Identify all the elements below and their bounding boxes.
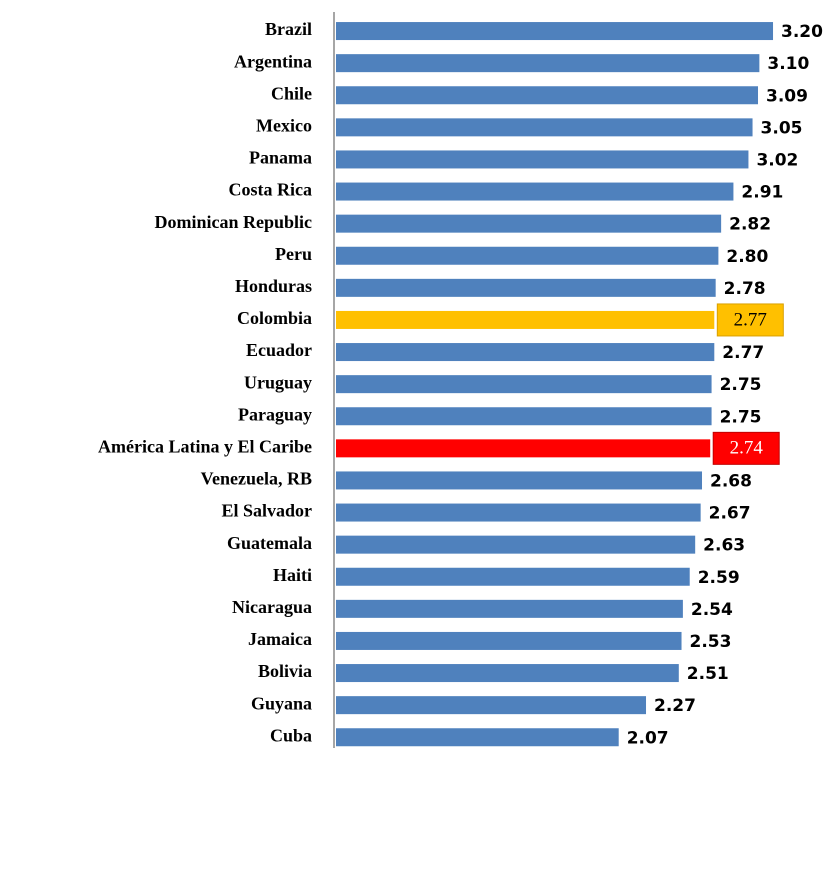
bar bbox=[336, 696, 647, 715]
category-label: Jamaica bbox=[248, 629, 312, 649]
category-label: América Latina y El Caribe bbox=[98, 436, 312, 456]
bar bbox=[336, 375, 712, 394]
category-label: Chile bbox=[271, 83, 312, 103]
value-label: 3.10 bbox=[767, 54, 809, 74]
value-label: 2.77 bbox=[722, 343, 764, 363]
category-label: Ecuador bbox=[246, 340, 312, 360]
bar bbox=[336, 118, 753, 137]
bar bbox=[336, 664, 679, 683]
value-label: 2.82 bbox=[729, 215, 771, 235]
category-label: El Salvador bbox=[221, 501, 312, 521]
bar bbox=[336, 407, 712, 426]
category-label: Dominican Republic bbox=[154, 212, 312, 232]
bar bbox=[336, 54, 760, 73]
category-label: Venezuela, RB bbox=[201, 469, 312, 489]
category-label: Panama bbox=[249, 148, 312, 168]
bar bbox=[336, 439, 711, 458]
bar bbox=[336, 310, 715, 329]
value-label: 2.54 bbox=[691, 600, 733, 620]
category-label: Colombia bbox=[237, 308, 312, 328]
bar bbox=[336, 214, 722, 233]
value-label: 2.78 bbox=[724, 279, 766, 299]
category-label: Honduras bbox=[235, 276, 312, 296]
value-label: 2.63 bbox=[703, 536, 745, 556]
value-label: 3.02 bbox=[756, 150, 798, 170]
value-label: 2.59 bbox=[698, 568, 740, 588]
value-label-box bbox=[712, 431, 780, 465]
category-label: Cuba bbox=[270, 725, 312, 745]
value-label: 2.67 bbox=[709, 504, 751, 524]
value-label: 3.05 bbox=[761, 118, 803, 138]
value-label: 3.20 bbox=[781, 22, 823, 42]
bar bbox=[336, 567, 690, 586]
bar bbox=[336, 471, 703, 490]
category-label: Peru bbox=[275, 244, 312, 264]
bar bbox=[336, 182, 734, 201]
category-label: Argentina bbox=[234, 51, 312, 71]
value-label: 2.75 bbox=[720, 375, 762, 395]
value-label: 2.74 bbox=[730, 438, 764, 459]
value-label-box bbox=[716, 303, 784, 337]
value-label: 3.09 bbox=[766, 86, 808, 106]
category-label: Guatemala bbox=[227, 533, 312, 553]
category-label: Uruguay bbox=[244, 372, 312, 392]
value-label: 2.91 bbox=[741, 183, 783, 203]
bar bbox=[336, 150, 749, 169]
value-label: 2.53 bbox=[690, 632, 732, 652]
category-label: Nicaragua bbox=[232, 597, 312, 617]
value-label: 2.51 bbox=[687, 664, 729, 684]
bar bbox=[336, 343, 715, 362]
bar bbox=[336, 22, 774, 41]
value-label: 2.75 bbox=[720, 407, 762, 427]
bar bbox=[336, 246, 719, 265]
bar bbox=[336, 535, 696, 554]
value-label: 2.07 bbox=[627, 728, 669, 748]
value-label: 2.27 bbox=[654, 696, 696, 716]
category-label: Paraguay bbox=[238, 404, 312, 424]
bar bbox=[336, 631, 682, 650]
value-label: 2.77 bbox=[734, 309, 767, 330]
category-label: Bolivia bbox=[258, 661, 312, 681]
bar bbox=[336, 728, 619, 747]
category-label: Guyana bbox=[251, 693, 312, 713]
bar bbox=[336, 278, 716, 297]
value-label: 2.68 bbox=[710, 471, 752, 491]
category-label: Brazil bbox=[265, 19, 312, 39]
category-label: Mexico bbox=[256, 115, 312, 135]
bar bbox=[336, 599, 683, 618]
value-label: 2.80 bbox=[726, 247, 768, 267]
bar bbox=[336, 503, 701, 522]
category-label: Haiti bbox=[273, 565, 312, 585]
bar bbox=[336, 86, 759, 105]
category-label: Costa Rica bbox=[229, 180, 313, 200]
